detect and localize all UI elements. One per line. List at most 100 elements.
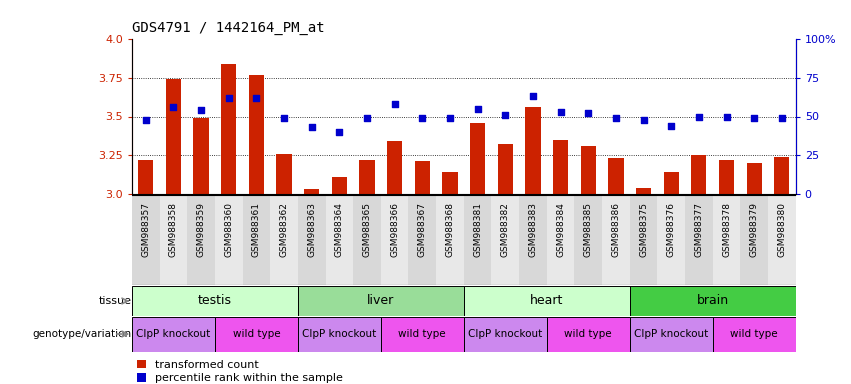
Bar — [187, 195, 214, 285]
Bar — [243, 195, 271, 285]
Point — [305, 124, 318, 131]
Point — [499, 112, 512, 118]
Text: genotype/variation: genotype/variation — [33, 329, 132, 339]
Text: GSM988386: GSM988386 — [611, 202, 620, 257]
Text: GSM988378: GSM988378 — [722, 202, 731, 257]
Text: GSM988379: GSM988379 — [750, 202, 759, 257]
Bar — [746, 163, 762, 194]
Bar — [160, 195, 187, 285]
Point — [554, 109, 568, 115]
Bar — [553, 140, 568, 194]
Bar — [166, 79, 181, 194]
Text: GSM988362: GSM988362 — [279, 202, 288, 257]
Text: GSM988384: GSM988384 — [556, 202, 565, 257]
Point — [692, 113, 705, 119]
Bar — [630, 286, 796, 316]
Bar — [381, 195, 408, 285]
Text: testis: testis — [198, 295, 231, 308]
Point — [360, 115, 374, 121]
Bar — [193, 118, 208, 194]
Point — [333, 129, 346, 135]
Bar — [326, 195, 353, 285]
Point — [167, 104, 180, 110]
Bar — [713, 316, 796, 351]
Text: wild type: wild type — [564, 329, 612, 339]
Bar — [381, 316, 464, 351]
Point — [471, 106, 484, 112]
Bar — [713, 195, 740, 285]
Bar — [298, 316, 381, 351]
Bar — [437, 195, 464, 285]
Text: wild type: wild type — [232, 329, 280, 339]
Bar — [657, 195, 685, 285]
Bar — [525, 107, 540, 194]
Point — [388, 101, 402, 107]
Bar — [408, 195, 437, 285]
Text: GSM988375: GSM988375 — [639, 202, 648, 257]
Point — [222, 95, 236, 101]
Point — [194, 107, 208, 113]
Bar — [574, 195, 603, 285]
Bar — [132, 316, 214, 351]
Bar — [387, 141, 403, 194]
Text: GSM988358: GSM988358 — [168, 202, 178, 257]
Text: GSM988366: GSM988366 — [390, 202, 399, 257]
Point — [526, 93, 540, 99]
Point — [443, 115, 457, 121]
Bar — [470, 123, 485, 194]
Point — [665, 123, 678, 129]
Text: brain: brain — [697, 295, 728, 308]
Text: GSM988385: GSM988385 — [584, 202, 593, 257]
Text: GSM988383: GSM988383 — [528, 202, 538, 257]
Bar — [248, 74, 264, 194]
Point — [637, 116, 650, 122]
Bar — [132, 286, 298, 316]
Bar — [132, 195, 160, 285]
Text: GDS4791 / 1442164_PM_at: GDS4791 / 1442164_PM_at — [132, 21, 324, 35]
Point — [720, 113, 734, 119]
Bar — [359, 160, 374, 194]
Point — [747, 115, 761, 121]
Bar — [214, 316, 298, 351]
Bar — [719, 160, 734, 194]
Text: GSM988357: GSM988357 — [141, 202, 151, 257]
Bar — [443, 172, 458, 194]
Bar — [547, 316, 630, 351]
Text: wild type: wild type — [730, 329, 778, 339]
Bar — [636, 188, 651, 194]
Text: GSM988367: GSM988367 — [418, 202, 427, 257]
Point — [775, 115, 789, 121]
Bar — [630, 316, 712, 351]
Text: heart: heart — [530, 295, 563, 308]
Bar — [271, 195, 298, 285]
Bar — [492, 195, 519, 285]
Bar — [774, 157, 790, 194]
Bar — [685, 195, 713, 285]
Text: GSM988382: GSM988382 — [500, 202, 510, 257]
Text: ClpP knockout: ClpP knockout — [468, 329, 542, 339]
Text: GSM988381: GSM988381 — [473, 202, 483, 257]
Bar — [664, 172, 679, 194]
Bar — [498, 144, 513, 194]
Text: GSM988363: GSM988363 — [307, 202, 317, 257]
Bar — [298, 286, 464, 316]
Text: GSM988376: GSM988376 — [666, 202, 676, 257]
Bar — [691, 155, 706, 194]
Bar — [464, 286, 630, 316]
Text: wild type: wild type — [398, 329, 446, 339]
Bar — [214, 195, 243, 285]
Text: ClpP knockout: ClpP knockout — [302, 329, 376, 339]
Text: ClpP knockout: ClpP knockout — [136, 329, 210, 339]
Bar — [138, 160, 153, 194]
Text: GSM988364: GSM988364 — [334, 202, 344, 257]
Text: GSM988368: GSM988368 — [445, 202, 454, 257]
Bar — [298, 195, 326, 285]
Bar — [332, 177, 347, 194]
Bar — [277, 154, 292, 194]
Point — [139, 116, 152, 122]
Text: GSM988361: GSM988361 — [252, 202, 261, 257]
Text: GSM988377: GSM988377 — [694, 202, 704, 257]
Bar — [221, 64, 237, 194]
Text: GSM988359: GSM988359 — [197, 202, 206, 257]
Bar — [464, 195, 492, 285]
